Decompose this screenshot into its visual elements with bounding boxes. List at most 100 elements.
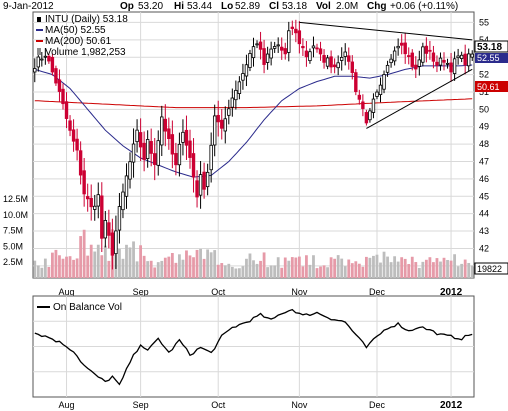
volume-bar	[121, 258, 125, 278]
header-change-label: Chg	[367, 1, 386, 12]
volume-bar	[36, 265, 40, 278]
candle-body	[442, 59, 446, 63]
candle-body	[407, 55, 411, 57]
candle-body	[174, 153, 178, 166]
volume-bar	[357, 263, 361, 278]
candle-body	[121, 191, 125, 211]
candle-body	[78, 150, 83, 176]
candle-body	[124, 175, 129, 197]
candle-body	[160, 116, 164, 146]
candle-body	[68, 120, 72, 131]
month-label: Nov	[291, 400, 308, 410]
volume-bar	[213, 250, 217, 278]
volume-bar	[223, 265, 227, 278]
price-tick-label: 55	[479, 17, 489, 27]
candle-body	[389, 58, 393, 64]
candle-body	[195, 180, 199, 198]
volume-bar	[93, 251, 97, 278]
candle-body	[449, 62, 453, 73]
volume-bar	[167, 256, 171, 278]
volume-bar	[333, 258, 337, 278]
volume-bar	[61, 258, 65, 278]
volume-bar	[453, 254, 456, 278]
candle-body	[107, 222, 111, 236]
volume-bar	[290, 257, 294, 278]
candle-body	[100, 195, 104, 239]
price-tick-label: 48	[479, 139, 489, 149]
candle-body	[237, 81, 242, 94]
volume-bar	[68, 256, 72, 278]
volume-bar	[305, 255, 308, 278]
candle-body	[378, 84, 383, 96]
volume-bar	[202, 258, 206, 278]
month-label: Dec	[369, 400, 386, 410]
volume-bar	[432, 262, 435, 278]
candle-body	[117, 206, 122, 231]
candle-body	[322, 55, 326, 63]
volume-bar	[153, 267, 157, 278]
header-open-label: Op	[120, 1, 134, 12]
volume-bar	[135, 261, 139, 278]
candle-body	[191, 153, 196, 178]
price-tick-label: 43	[479, 226, 489, 236]
header-low-label: Lo	[221, 1, 233, 12]
ma50-badge: 52.55	[475, 53, 508, 63]
header-close-value: 53.18	[282, 1, 307, 12]
month-label: Dec	[369, 287, 386, 297]
candle-body	[403, 42, 407, 55]
header-volume-value: 2.0M	[336, 1, 358, 12]
trendlines	[299, 21, 473, 129]
volume-bar	[125, 244, 128, 278]
legend: INTU (Daily) 53.18 MA(50) 52.55 MA(200) …	[36, 14, 128, 58]
volume-bar	[245, 258, 248, 278]
volume-bar	[386, 256, 389, 278]
candle-body	[463, 53, 467, 66]
volume-bar	[234, 268, 238, 278]
candle-body	[248, 53, 252, 68]
candle-body	[290, 26, 295, 29]
volume-bar	[156, 262, 160, 278]
volume-bar	[58, 255, 61, 278]
candle-body	[311, 45, 316, 49]
volume-bar	[308, 264, 312, 278]
candle-body	[294, 28, 298, 34]
candle-body	[361, 101, 365, 109]
volume-bar	[414, 262, 418, 278]
volume-bar	[255, 263, 259, 278]
candle-body	[153, 153, 157, 165]
volume-bar	[252, 260, 255, 278]
trendline	[299, 21, 473, 41]
candle-body	[459, 54, 464, 59]
volume-bar	[139, 245, 143, 278]
candle-body	[336, 62, 340, 69]
volume-bar	[72, 259, 75, 278]
candle-body	[138, 132, 143, 148]
header-low-value: 52.89	[235, 1, 260, 12]
candle-body	[103, 220, 108, 239]
obv-legend: On Balance Vol	[53, 302, 122, 313]
volume-bar	[361, 266, 365, 278]
candle-body	[280, 46, 284, 51]
volume-bar	[86, 255, 90, 278]
last-price-badge: 53.18	[474, 40, 508, 53]
legend-price: INTU (Daily) 53.18	[45, 14, 128, 25]
candle-body	[435, 61, 439, 66]
volume-bar	[375, 254, 379, 278]
volume-bar	[79, 236, 83, 278]
header-open-value: 53.20	[138, 1, 163, 12]
month-label: 2012	[440, 400, 463, 411]
legend-ma200: MA(200) 50.61	[45, 36, 112, 47]
candle-body	[85, 196, 90, 200]
volume-axis: 2.5M 5.0M 7.5M 10.0M 12.5M	[3, 194, 28, 267]
volume-bar	[439, 261, 442, 278]
volume-bar	[195, 249, 199, 278]
candle-body	[364, 112, 369, 124]
header-high-value: 53.44	[187, 1, 212, 12]
candle-body	[50, 56, 55, 73]
candle-body	[371, 98, 376, 113]
price-tick-label: 46	[479, 174, 489, 184]
volume-bar	[340, 258, 344, 278]
candle-body	[272, 46, 277, 49]
candle-body	[131, 143, 136, 163]
candle-body	[128, 161, 132, 180]
